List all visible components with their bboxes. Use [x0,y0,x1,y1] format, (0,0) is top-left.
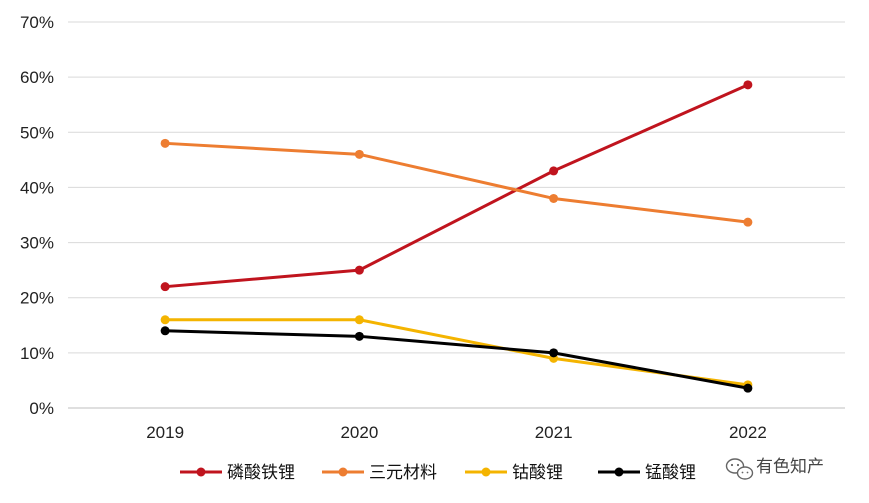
y-tick-label: 60% [20,68,54,87]
y-tick-label: 10% [20,344,54,363]
data-point [549,166,559,176]
legend-item: 锰酸锂 [598,463,696,483]
legend-label: 钴酸锂 [512,463,563,483]
data-point [354,331,364,341]
data-point [160,326,170,336]
data-point [743,80,753,90]
data-point [354,149,364,159]
legend-item: 三元材料 [322,463,437,483]
y-tick-label: 40% [20,178,54,197]
series-2 [160,138,753,227]
data-point [354,315,364,325]
legend-label: 锰酸锂 [645,463,696,483]
data-point [743,383,753,393]
x-tick-label: 2019 [146,423,184,442]
legend-label: 磷酸铁锂 [227,463,295,483]
data-point [549,348,559,358]
y-tick-label: 70% [20,13,54,32]
watermark-text: 有色知产 [756,457,824,477]
series-4 [160,326,753,393]
data-point [160,138,170,148]
x-tick-label: 2020 [340,423,378,442]
watermark: 有色知产 [725,457,824,480]
y-tick-label: 30% [20,234,54,253]
legend-swatch-marker [338,467,348,477]
x-axis: 2019 2020 2021 2022 [146,423,767,442]
legend: 磷酸铁锂 三元材料 钴酸锂 锰酸锂 [180,463,696,483]
wechat-icon [725,458,754,480]
series-line [163,318,750,387]
series-line [163,329,750,390]
x-tick-label: 2021 [535,423,573,442]
y-tick-label: 50% [20,123,54,142]
data-point [354,265,364,275]
series-3 [160,315,753,390]
legend-swatch-marker [481,467,491,477]
legend-item: 磷酸铁锂 [180,463,295,483]
legend-label: 三元材料 [369,463,437,483]
data-point [160,282,170,292]
series-1 [160,80,753,292]
legend-swatch-marker [614,467,624,477]
data-point [743,217,753,227]
series-group [160,80,753,393]
data-point [549,193,559,203]
series-line [163,141,750,224]
x-tick-label: 2022 [729,423,767,442]
legend-item: 钴酸锂 [465,463,563,483]
gridlines [68,21,845,409]
series-line [163,83,750,289]
legend-swatch-marker [196,467,206,477]
y-tick-label: 0% [29,399,54,418]
y-tick-label: 20% [20,289,54,308]
y-axis: 0% 10% 20% 30% 40% 50% 60% 70% [20,13,54,418]
data-point [160,315,170,325]
